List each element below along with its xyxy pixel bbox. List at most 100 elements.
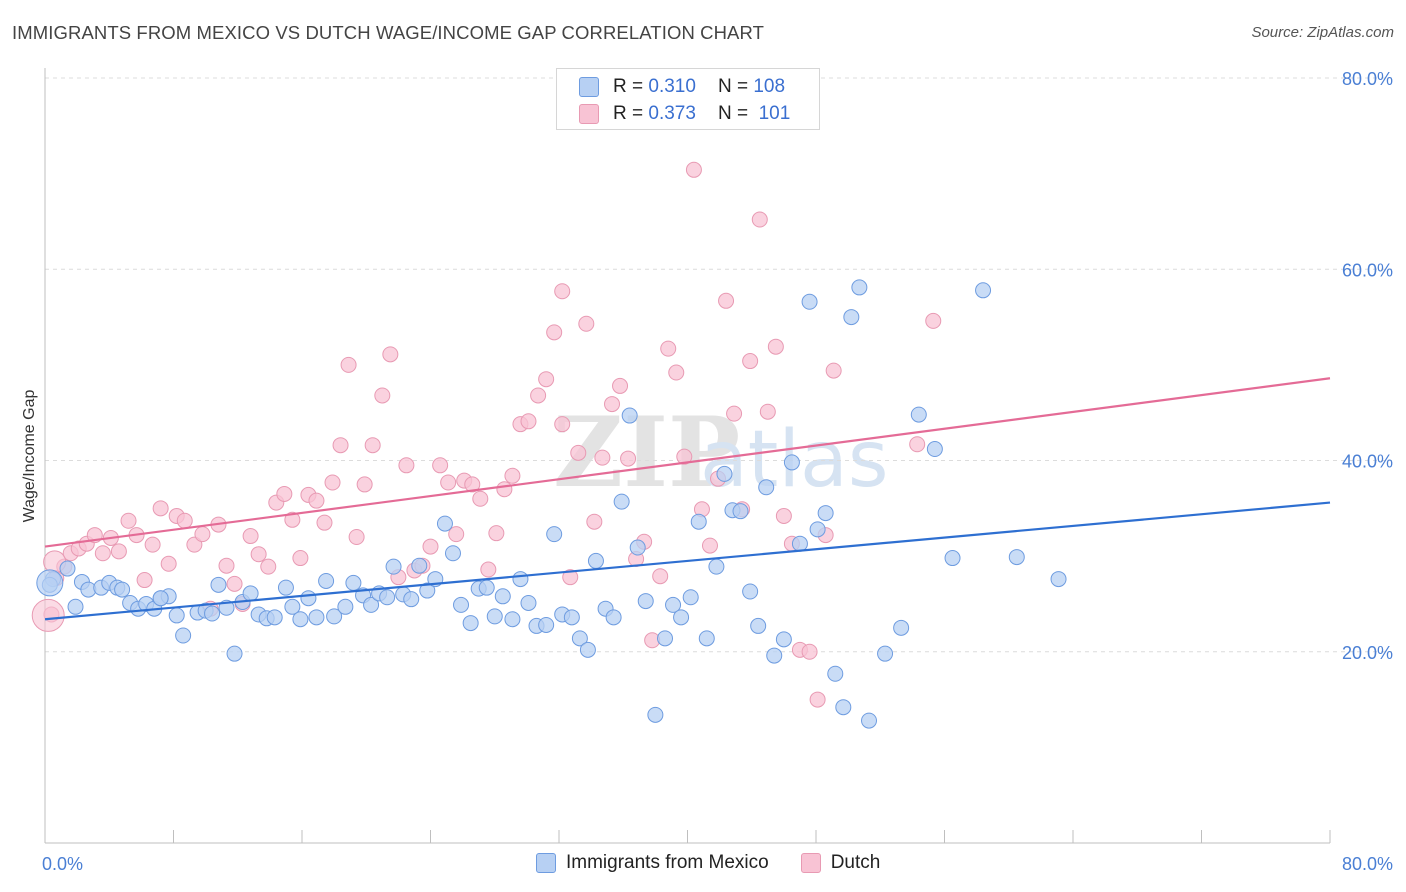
legend-r-value: 0.373 (648, 103, 696, 124)
data-point (478, 579, 495, 596)
data-point (660, 340, 677, 357)
data-point (742, 583, 759, 600)
dutch-points (31, 161, 942, 708)
data-point (708, 558, 725, 575)
data-point (67, 598, 84, 615)
data-point (110, 543, 127, 560)
data-point (759, 403, 776, 420)
data-point (436, 515, 453, 532)
data-point (168, 607, 185, 624)
data-point (758, 479, 775, 496)
data-point (546, 526, 563, 543)
data-point (843, 309, 860, 326)
data-point (176, 512, 193, 529)
data-point (851, 279, 868, 296)
data-point (647, 706, 664, 723)
data-point (136, 572, 153, 589)
data-point (348, 529, 365, 545)
data-point (144, 536, 161, 553)
data-point (893, 619, 910, 636)
trend-line-mexico (44, 501, 1331, 621)
y-tick-label: 80.0% (1342, 69, 1393, 89)
trend-line-dutch (44, 377, 1331, 548)
legend-r-label: R = (613, 76, 644, 97)
data-point (444, 545, 461, 562)
data-point (554, 416, 571, 433)
data-point (462, 615, 479, 632)
data-point (546, 324, 563, 341)
mexico-points (36, 279, 1067, 729)
y-tick-label: 40.0% (1342, 452, 1393, 472)
data-point (726, 405, 743, 422)
axes (44, 68, 1331, 844)
data-point (612, 377, 629, 394)
data-point (613, 493, 630, 510)
data-point (488, 525, 505, 542)
data-point (94, 545, 111, 562)
data-point (403, 591, 420, 608)
data-point (120, 512, 137, 529)
data-point (538, 616, 555, 633)
data-point (775, 631, 792, 648)
data-point (701, 537, 718, 554)
data-point (472, 490, 489, 507)
data-point (716, 465, 733, 482)
legend-n-value: 108 (753, 76, 786, 97)
legend-r-label: R = (613, 103, 644, 124)
tick-labels: 20.0% 40.0% 60.0% 80.0% 0.0% 80.0% (42, 69, 1393, 874)
data-point (673, 609, 690, 626)
data-point (242, 528, 259, 545)
data-point (586, 513, 603, 530)
data-point (750, 617, 767, 634)
data-point (809, 521, 826, 538)
legend-r-value: 0.310 (648, 76, 696, 97)
data-point (682, 589, 699, 606)
data-point (486, 608, 503, 625)
data-point (496, 481, 513, 498)
legend-row-mexico: R = 0.310 N = 108 (579, 74, 785, 100)
data-point (520, 413, 537, 430)
data-point (909, 436, 926, 453)
y-axis-title: Wage/Income Gap (21, 390, 38, 523)
data-point (432, 457, 449, 474)
data-point (326, 608, 343, 625)
data-point (422, 538, 439, 555)
correlation-legend: R = 0.310 N = 108 R = 0.373 N = 101 (556, 68, 820, 130)
data-point (364, 437, 381, 454)
data-point (767, 338, 784, 355)
legend-swatch-blue (536, 853, 556, 873)
data-point (453, 596, 470, 613)
data-point (676, 448, 693, 465)
data-point (605, 609, 622, 626)
data-point (398, 457, 415, 474)
x-tick-label: 80.0% (1342, 854, 1393, 874)
data-point (910, 406, 927, 423)
data-point (562, 569, 579, 586)
data-point (186, 536, 203, 553)
data-point (308, 492, 325, 509)
data-point (316, 514, 333, 531)
data-point (732, 503, 749, 520)
data-point (160, 555, 177, 572)
data-point (379, 589, 396, 606)
data-point (152, 500, 169, 517)
data-point (685, 161, 702, 178)
data-point (1008, 549, 1025, 566)
legend-row-dutch: R = 0.373 N = 101 (579, 101, 790, 127)
data-point (766, 647, 783, 664)
data-point (504, 467, 521, 484)
data-point (337, 598, 354, 615)
data-point (530, 387, 547, 404)
data-point (604, 396, 621, 413)
data-point (512, 571, 529, 588)
data-point (504, 611, 521, 628)
data-point (308, 609, 325, 626)
data-point (563, 609, 580, 626)
data-point (817, 505, 834, 522)
data-point (926, 441, 943, 458)
series-legend: Immigrants from Mexico Dutch (536, 852, 912, 874)
legend-swatch-pink (579, 104, 599, 124)
data-point (571, 630, 588, 647)
data-point (579, 641, 596, 658)
data-point (340, 356, 357, 373)
